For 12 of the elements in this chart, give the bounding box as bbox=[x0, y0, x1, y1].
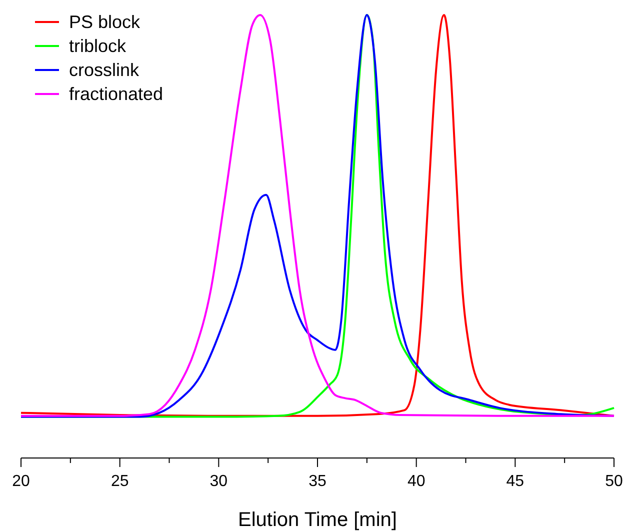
x-tick-label: 30 bbox=[210, 473, 228, 490]
legend-label: crosslink bbox=[69, 60, 140, 80]
x-tick-label: 45 bbox=[506, 473, 524, 490]
x-tick-label: 25 bbox=[110, 473, 129, 490]
x-tick-label: 20 bbox=[12, 473, 30, 490]
legend-label: triblock bbox=[69, 36, 128, 56]
x-tick-label: 40 bbox=[407, 473, 426, 490]
x-axis-title: Elution Time [min] bbox=[238, 509, 397, 531]
x-tick-label: 35 bbox=[308, 473, 326, 490]
legend-label: PS block bbox=[69, 12, 142, 32]
x-tick-label: 50 bbox=[605, 473, 623, 490]
legend-label: fractionated bbox=[69, 84, 164, 104]
